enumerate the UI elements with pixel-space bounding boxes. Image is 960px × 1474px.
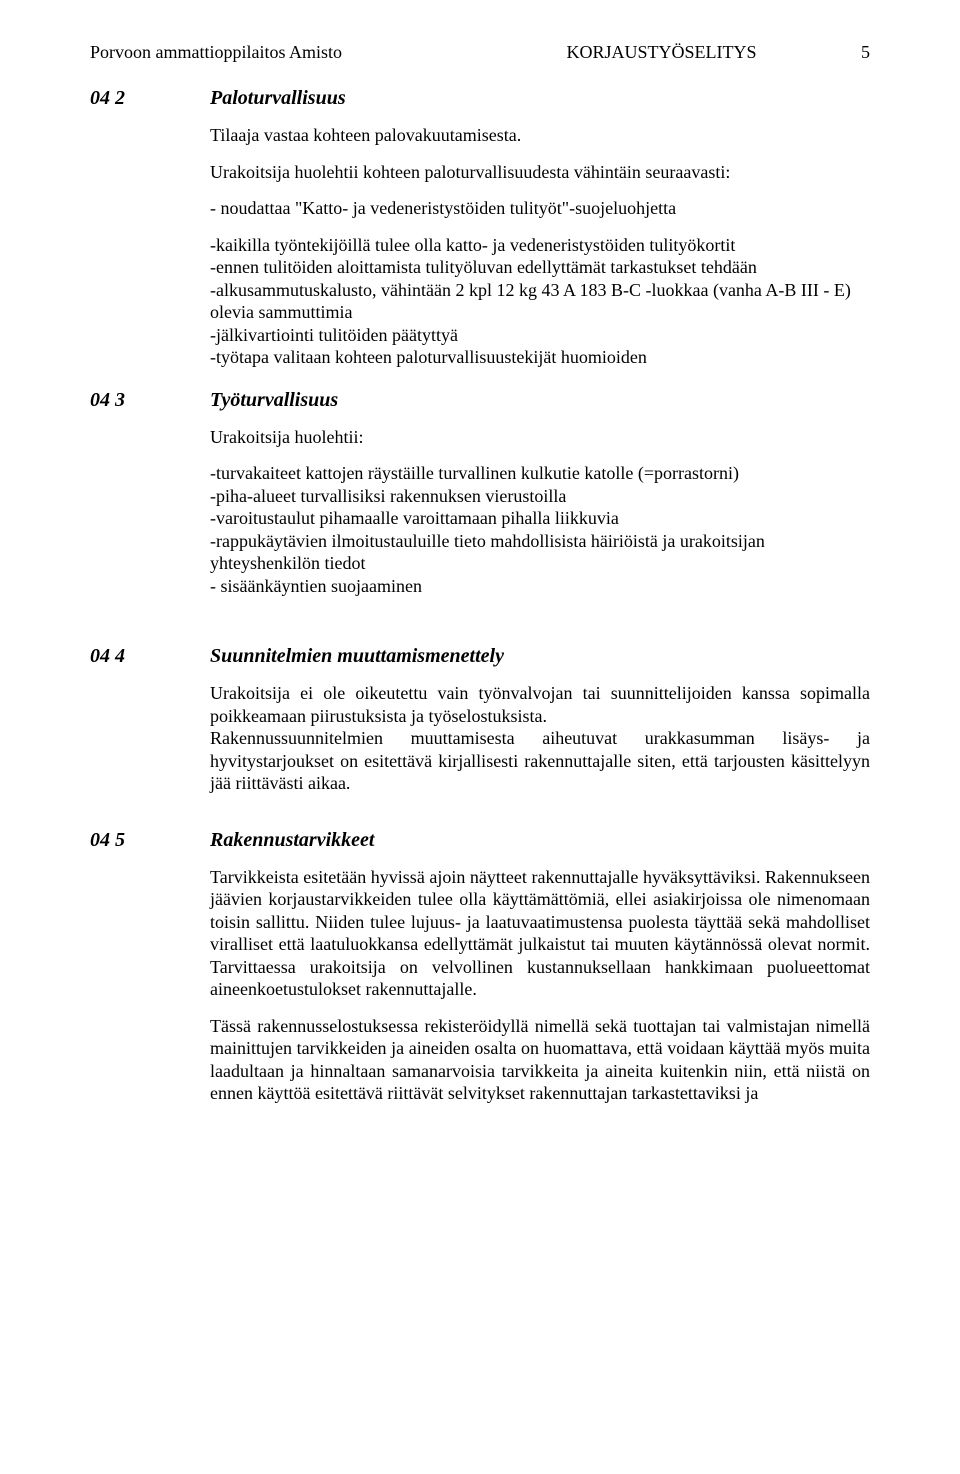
section-head: 04 4 Suunnitelmien muuttamismenettely [90,645,870,668]
paragraph: Urakoitsija huolehtii: [210,426,870,449]
spacer [90,815,870,829]
header-right: KORJAUSTYÖSELITYS [566,42,756,62]
paragraph: -kaikilla työntekijöillä tulee olla katt… [210,234,870,369]
header-left: Porvoon ammattioppilaitos Amisto [90,42,342,63]
section-number: 04 3 [90,389,210,412]
paragraph: -turvakaiteet kattojen räystäille turval… [210,462,870,597]
section-number: 04 2 [90,87,210,110]
section-body: Tilaaja vastaa kohteen palovakuutamisest… [210,124,870,369]
section-04-5: 04 5 Rakennustarvikkeet Tarvikkeista esi… [90,829,870,1105]
paragraph: Tilaaja vastaa kohteen palovakuutamisest… [210,124,870,147]
section-04-3: 04 3 Työturvallisuus Urakoitsija huoleht… [90,389,870,598]
section-head: 04 5 Rakennustarvikkeet [90,829,870,852]
header-right-group: KORJAUSTYÖSELITYS 5 [566,42,870,63]
section-body: Urakoitsija huolehtii: -turvakaiteet kat… [210,426,870,598]
section-head: 04 2 Paloturvallisuus [90,87,870,110]
section-body: Tarvikkeista esitetään hyvissä ajoin näy… [210,866,870,1105]
paragraph: Rakennussuunnitelmien muuttamisesta aihe… [210,727,870,795]
section-body: Urakoitsija ei ole oikeutettu vain työnv… [210,682,870,795]
section-04-4: 04 4 Suunnitelmien muuttamismenettely Ur… [90,645,870,795]
paragraph: Urakoitsija huolehtii kohteen paloturval… [210,161,870,184]
spacer [90,617,870,645]
paragraph: Urakoitsija ei ole oikeutettu vain työnv… [210,682,870,727]
section-head: 04 3 Työturvallisuus [90,389,870,412]
section-number: 04 4 [90,645,210,668]
section-title: Paloturvallisuus [210,87,346,110]
section-title: Työturvallisuus [210,389,338,412]
page-number: 5 [861,42,870,63]
section-04-2: 04 2 Paloturvallisuus Tilaaja vastaa koh… [90,87,870,369]
page: Porvoon ammattioppilaitos Amisto KORJAUS… [0,0,960,1474]
section-title: Rakennustarvikkeet [210,829,374,852]
paragraph: - noudattaa "Katto- ja vedeneristystöide… [210,197,870,220]
section-title: Suunnitelmien muuttamismenettely [210,645,504,668]
page-header: Porvoon ammattioppilaitos Amisto KORJAUS… [90,42,870,63]
paragraph: Tarvikkeista esitetään hyvissä ajoin näy… [210,866,870,1001]
section-number: 04 5 [90,829,210,852]
paragraph: Tässä rakennusselostuksessa rekisteröidy… [210,1015,870,1105]
